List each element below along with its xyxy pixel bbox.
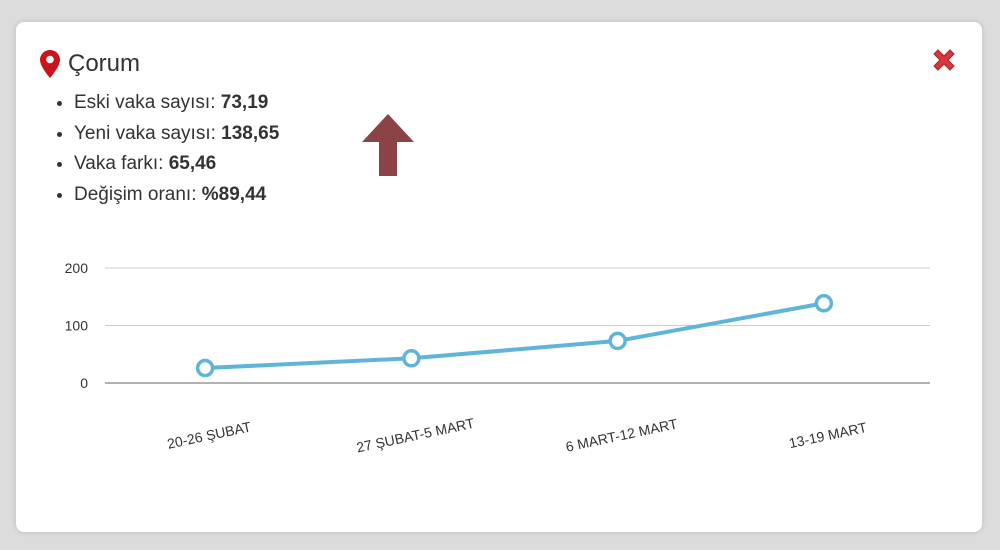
popup-title: Çorum xyxy=(68,50,141,77)
arrow-up-icon xyxy=(362,114,414,176)
map-pin-icon xyxy=(40,50,60,78)
y-tick-label: 100 xyxy=(65,318,89,334)
data-point xyxy=(814,294,834,313)
x-tick-label: 6 MART-12 MART xyxy=(564,415,679,454)
stat-difference: Vaka farkı: 65,46 xyxy=(74,149,279,180)
x-tick-label: 13-19 MART xyxy=(787,419,868,451)
data-point xyxy=(608,331,627,351)
y-tick-label: 200 xyxy=(65,260,89,276)
y-tick-label: 0 xyxy=(80,375,88,391)
region-popup: Çorum Eski vaka sayısı: 73,19 Yeni vaka … xyxy=(16,22,982,532)
series-line xyxy=(205,301,825,371)
close-x-icon[interactable] xyxy=(930,46,958,74)
data-point xyxy=(195,358,215,378)
popup-header: Çorum xyxy=(40,50,140,78)
stat-change-rate: Değişim oranı: %89,44 xyxy=(74,180,279,211)
stat-old-cases: Eski vaka sayısı: 73,19 xyxy=(74,88,279,119)
stats-list: Eski vaka sayısı: 73,19 Yeni vaka sayısı… xyxy=(50,88,279,210)
x-tick-label: 20-26 ŞUBAT xyxy=(166,418,253,451)
stat-new-cases: Yeni vaka sayısı: 138,65 xyxy=(74,119,279,150)
data-point xyxy=(402,349,421,368)
x-tick-label: 27 ŞUBAT-5 MART xyxy=(355,415,476,456)
